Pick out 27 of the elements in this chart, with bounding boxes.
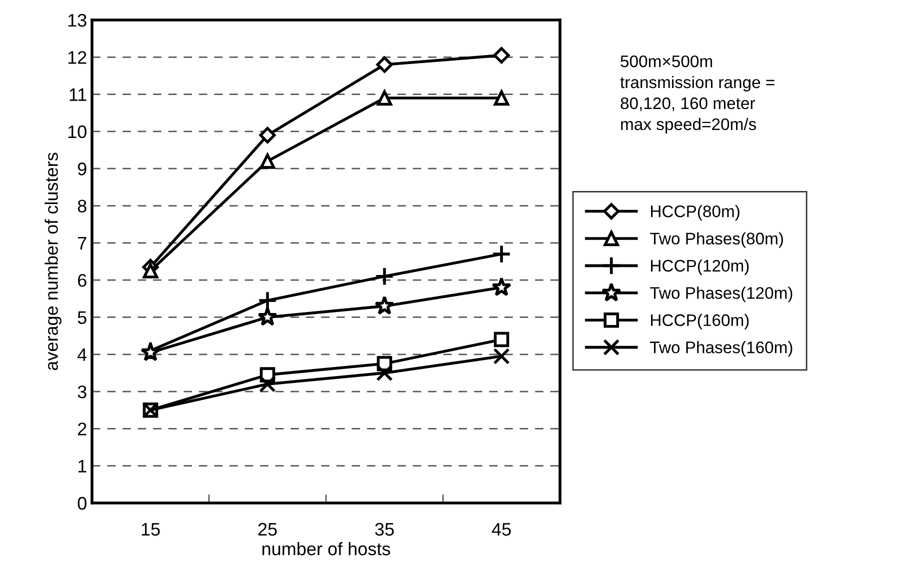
y-tick-label: 7 bbox=[78, 237, 86, 250]
y-tick-label: 3 bbox=[78, 385, 86, 398]
legend-label: Two Phases(120m) bbox=[650, 286, 792, 302]
y-tick-label: 10 bbox=[68, 125, 86, 138]
legend-label: Two Phases(160m) bbox=[650, 341, 792, 357]
x-axis-title: number of hosts bbox=[262, 542, 390, 556]
x-tick-label: 45 bbox=[492, 523, 511, 536]
legend-label: Two Phases(80m) bbox=[650, 232, 783, 248]
y-tick-label: 4 bbox=[78, 348, 87, 361]
y-tick-label: 9 bbox=[78, 162, 86, 176]
y-tick-label: 12 bbox=[68, 51, 86, 64]
legend-label: HCCP(120m) bbox=[651, 259, 749, 275]
x-tick-label: 35 bbox=[375, 522, 394, 536]
y-axis-title: average number of clusters bbox=[44, 152, 62, 370]
text: 500m×500m transmission range = 80,120, 160 meter max speed=20m/s bbox=[620, 55, 774, 134]
x-tick-label: 25 bbox=[258, 522, 277, 536]
y-tick-label: 1 bbox=[78, 460, 86, 472]
y-tick-label: 6 bbox=[78, 274, 86, 287]
y-tick-label: 8 bbox=[78, 200, 86, 212]
x-tick-label: 15 bbox=[142, 523, 160, 536]
y-tick-label: 0 bbox=[78, 496, 86, 510]
legend-label: HCCP(80m) bbox=[651, 205, 740, 221]
y-tick-label: 11 bbox=[70, 88, 86, 101]
y-tick-label: 2 bbox=[78, 422, 86, 436]
y-tick-label: 13 bbox=[68, 14, 86, 27]
legend-label: HCCP(160m) bbox=[651, 314, 749, 330]
y-tick-label: 5 bbox=[78, 311, 86, 324]
